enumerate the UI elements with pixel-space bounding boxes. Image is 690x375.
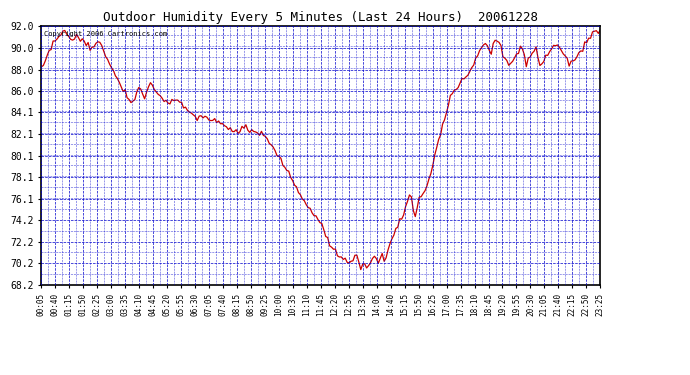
Text: Copyright 2006 Cartronics.com: Copyright 2006 Cartronics.com bbox=[44, 32, 168, 38]
Title: Outdoor Humidity Every 5 Minutes (Last 24 Hours)  20061228: Outdoor Humidity Every 5 Minutes (Last 2… bbox=[104, 11, 538, 24]
